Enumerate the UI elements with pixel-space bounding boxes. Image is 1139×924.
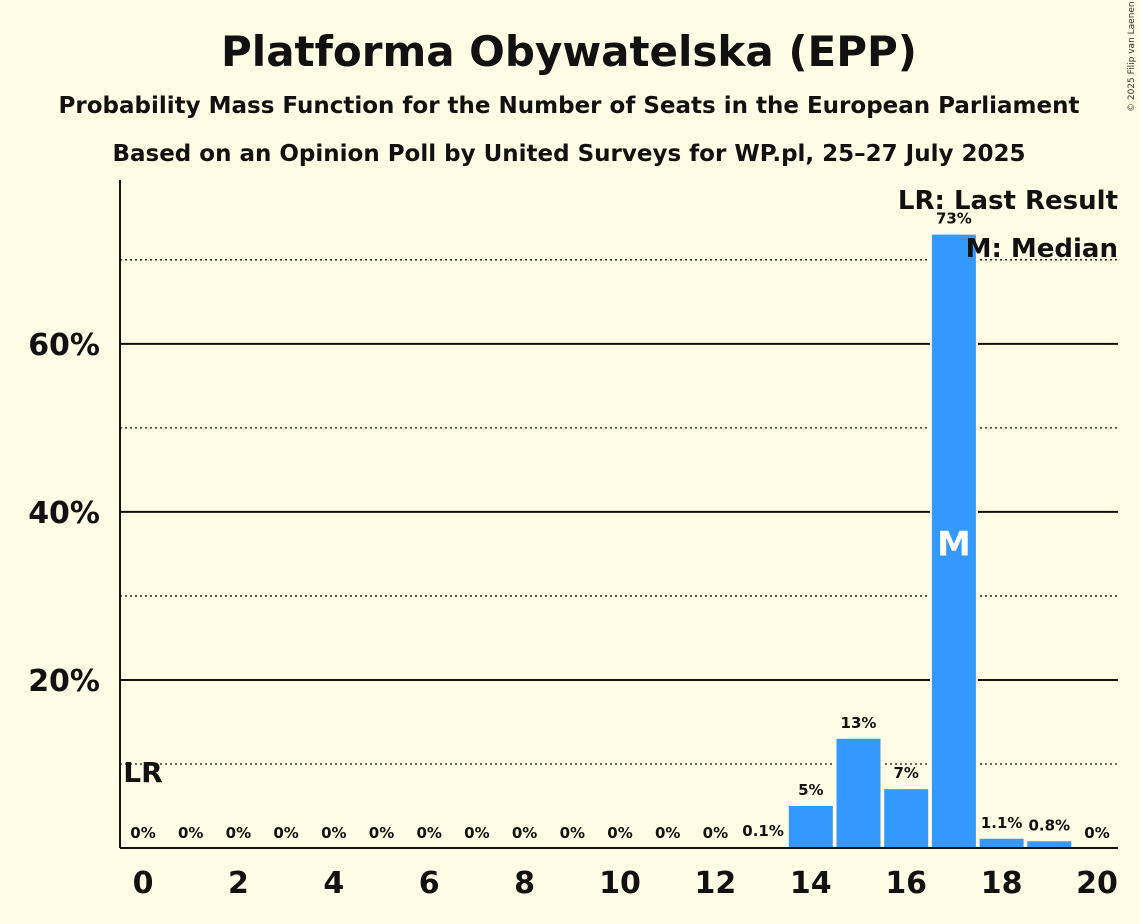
x-tick-label-14: 14 (790, 866, 832, 901)
bar-value-label-12: 0% (703, 824, 728, 842)
bar-seat-17 (931, 234, 976, 849)
x-tick-label-6: 6 (419, 866, 440, 901)
bar-value-label-13: 0.1% (742, 822, 784, 840)
bar-value-label-5: 0% (369, 824, 394, 842)
bar-value-label-10: 0% (607, 824, 632, 842)
bar-value-label-18: 1.1% (981, 814, 1023, 832)
chart-subtitle: Probability Mass Function for the Number… (59, 93, 1080, 119)
axes: 20% 40% 60% 0 2 4 6 8 10 12 14 16 18 20 (28, 180, 1118, 901)
bar-value-label-2: 0% (226, 824, 251, 842)
bar-value-label-16: 7% (893, 764, 918, 782)
bar-value-label-19: 0.8% (1028, 816, 1070, 834)
chart-subtitle-source: Based on an Opinion Poll by United Surve… (112, 141, 1025, 167)
bar-value-label-15: 13% (841, 714, 877, 732)
x-tick-label-18: 18 (981, 866, 1023, 901)
bar-value-label-1: 0% (178, 824, 203, 842)
bar-value-label-7: 0% (464, 824, 489, 842)
bar-value-label-8: 0% (512, 824, 537, 842)
legend-median: M: Median (966, 234, 1118, 264)
median-marker: M (937, 524, 971, 564)
y-tick-label-40: 40% (28, 496, 100, 531)
chart-title: Platforma Obywatelska (EPP) (221, 27, 917, 76)
y-tick-label-20: 20% (28, 664, 100, 699)
y-tick-label-60: 60% (28, 328, 100, 363)
x-tick-label-12: 12 (695, 866, 737, 901)
bar-value-label-9: 0% (560, 824, 585, 842)
bar-seat-16 (884, 789, 929, 848)
bar-value-label-17: 73% (936, 210, 972, 228)
bar-value-label-6: 0% (416, 824, 441, 842)
copyright-text: © 2025 Filip van Laenen (1127, 1, 1137, 112)
bar-value-label-4: 0% (321, 824, 346, 842)
x-tick-label-10: 10 (599, 866, 641, 901)
bar-gap-13 (739, 845, 788, 848)
last-result-marker: LR (123, 756, 162, 789)
x-tick-label-2: 2 (228, 866, 249, 901)
x-tick-label-0: 0 (133, 866, 154, 901)
legend-last-result: LR: Last Result (898, 186, 1118, 216)
bar-value-label-0: 0% (130, 824, 155, 842)
x-tick-label-16: 16 (885, 866, 927, 901)
bar-seat-18 (979, 838, 1024, 848)
bar-seat-15 (836, 738, 881, 848)
bars (739, 232, 1074, 849)
bar-seat-19 (1027, 841, 1072, 848)
x-tick-label-20: 20 (1076, 866, 1118, 901)
bar-value-label-20: 0% (1084, 824, 1109, 842)
bar-value-label-3: 0% (273, 824, 298, 842)
x-tick-label-8: 8 (514, 866, 535, 901)
x-tick-label-4: 4 (323, 866, 344, 901)
bar-value-label-14: 5% (798, 781, 823, 799)
bar-seat-14 (788, 805, 833, 848)
bar-labels: 0% 0% 0% 0% 0% 0% 0% 0% 0% 0% 0% 0% 0% 0.1% 5% 13% 7% 73%… (123, 210, 1109, 842)
bar-value-label-11: 0% (655, 824, 680, 842)
